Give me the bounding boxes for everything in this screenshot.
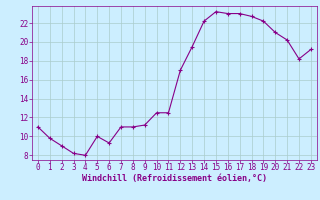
X-axis label: Windchill (Refroidissement éolien,°C): Windchill (Refroidissement éolien,°C): [82, 174, 267, 183]
